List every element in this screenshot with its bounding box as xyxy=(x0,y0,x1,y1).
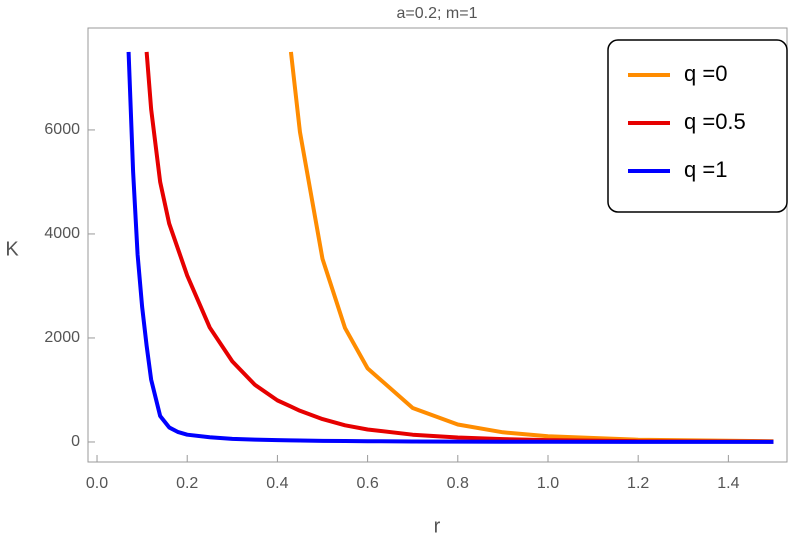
y-axis-label: K xyxy=(5,238,19,260)
line-series xyxy=(126,51,774,444)
x-tick-label: 1.2 xyxy=(627,475,649,492)
legend-label: q =0.5 xyxy=(684,109,746,134)
line-series xyxy=(144,51,774,444)
x-tick-label: 0.4 xyxy=(266,475,288,492)
legend-label: q =1 xyxy=(684,157,727,182)
y-tick-label: 6000 xyxy=(44,121,80,138)
y-tick-label: 2000 xyxy=(44,329,80,346)
x-tick-label: 0.0 xyxy=(86,475,108,492)
y-tick-label: 0 xyxy=(71,433,80,450)
legend-label: q =0 xyxy=(684,61,727,86)
x-tick-label: 1.4 xyxy=(717,475,739,492)
chart-title: a=0.2; m=1 xyxy=(397,5,478,22)
line-series xyxy=(288,51,774,444)
x-axis-label: r xyxy=(434,515,441,537)
plot-frame xyxy=(87,27,788,463)
y-tick-label: 4000 xyxy=(44,225,80,242)
x-tick-label: 0.6 xyxy=(356,475,378,492)
x-tick-label: 0.8 xyxy=(447,475,469,492)
x-tick-label: 1.0 xyxy=(537,475,559,492)
x-tick-label: 0.2 xyxy=(176,475,198,492)
